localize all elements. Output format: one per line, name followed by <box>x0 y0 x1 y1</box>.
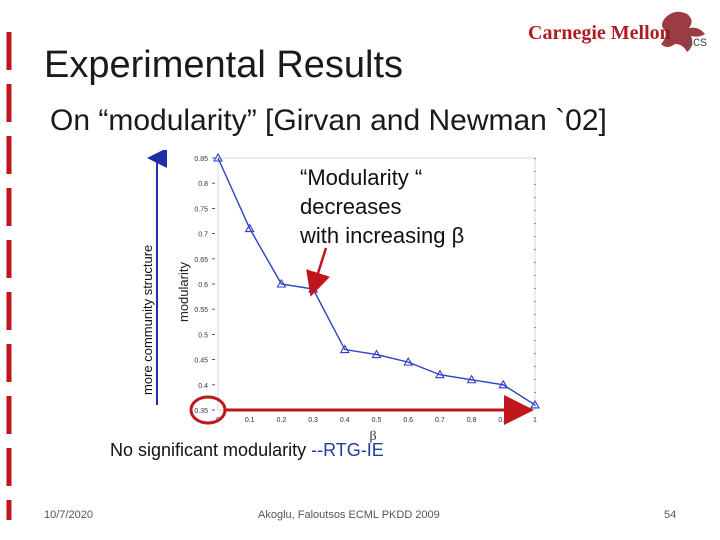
series-polyline <box>217 157 536 406</box>
annotation-pointer-arrow <box>306 247 330 297</box>
x-tick-label: 0.6 <box>403 417 413 424</box>
data-point-marker <box>371 349 382 359</box>
footer-credit: Akoglu, Faloutsos ECML PKDD 2009 <box>258 509 440 521</box>
x-tick-label: 0.3 <box>308 417 318 424</box>
data-point-marker <box>403 357 414 366</box>
data-point-marker <box>339 344 350 354</box>
x-tick-label: 0.7 <box>435 417 445 424</box>
x-tick-label: 0.4 <box>340 417 350 424</box>
outer-arrow-label: more community structure <box>140 245 155 395</box>
slide-subtitle: On “modularity” [Girvan and Newman `02] <box>50 104 607 137</box>
data-point-marker <box>244 223 255 233</box>
data-point-marker <box>276 278 287 288</box>
footer-page-number: 54 <box>664 509 677 521</box>
y-tick-label: 0.4 <box>198 383 208 390</box>
annotation-line-3: with increasing β <box>300 223 465 248</box>
origin-highlight-circle <box>189 395 227 425</box>
y-tick-label: 0.6 <box>198 282 208 289</box>
griffin-icon: scs <box>661 11 707 52</box>
data-point-marker <box>434 369 445 379</box>
x-tick-label: 0.5 <box>372 417 382 424</box>
annotation-line-2: decreases <box>300 194 402 219</box>
data-point-marker <box>213 152 223 162</box>
data-point-marker <box>498 379 509 389</box>
x-tick-label: 0.9 <box>498 417 508 424</box>
y-tick-label: 0.65 <box>194 257 208 264</box>
y-tick-label: 0.8 <box>198 181 208 188</box>
left-accent-bar <box>6 32 12 520</box>
y-tick-label: 0.35 <box>194 408 208 415</box>
data-point-marker <box>466 374 477 384</box>
x-tick-label: 1 <box>533 417 537 424</box>
x-tick-label: 0.2 <box>277 417 287 424</box>
annotation-text: “Modularity “ decreases with increasing … <box>300 163 464 250</box>
y-tick-label: 0.5 <box>198 332 208 339</box>
x-axis-label: β <box>369 429 376 444</box>
logo-text: Carnegie Mellon <box>528 22 671 44</box>
svg-text:scs: scs <box>686 33 707 49</box>
y-tick-label: 0.45 <box>194 358 208 365</box>
y-tick-label: 0.75 <box>194 206 208 213</box>
footer-date: 10/7/2020 <box>44 509 93 521</box>
y-axis-label: modularity <box>176 262 191 322</box>
y-tick-label: 0.7 <box>198 232 208 239</box>
series-line <box>213 152 540 409</box>
x-tick-label: 0.1 <box>245 417 255 424</box>
bottom-note-text: No significant modularity <box>110 440 312 460</box>
carnegie-mellon-logo: Carnegie Mellon scs <box>490 4 718 62</box>
annotation-line-1: “Modularity “ <box>300 165 423 190</box>
ticks: 0.35 0.4 0.45 0.5 0.55 0.6 0.65 0.7 0.75 0.8 0.85 0… <box>194 156 537 424</box>
y-tick-label: 0.85 <box>194 156 208 163</box>
x-tick-label: 0.8 <box>467 417 477 424</box>
slide-title: Experimental Results <box>44 44 404 86</box>
bottom-note: No significant modularity --RTG-IE <box>110 440 384 461</box>
bottom-note-method: --RTG-IE <box>311 440 384 460</box>
modularity-chart: more community structure modularity 0.35… <box>140 150 540 444</box>
y-tick-label: 0.55 <box>194 307 208 314</box>
